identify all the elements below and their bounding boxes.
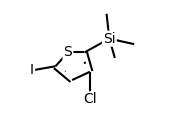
Text: Cl: Cl: [83, 92, 97, 106]
Text: I: I: [30, 63, 34, 77]
Text: S: S: [64, 45, 72, 59]
Text: Si: Si: [103, 32, 116, 46]
